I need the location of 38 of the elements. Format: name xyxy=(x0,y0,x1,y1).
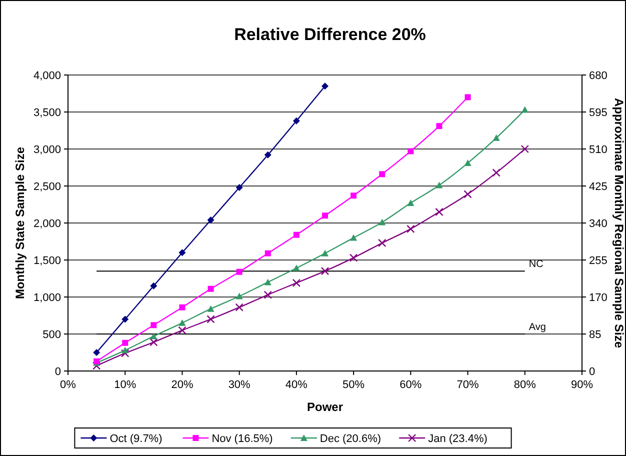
x-tick-label: 0% xyxy=(60,379,76,391)
y2-tick-label: 510 xyxy=(589,144,608,156)
legend-label: Dec (20.6%) xyxy=(320,433,382,445)
y-tick-label: 1,000 xyxy=(33,292,61,304)
y-tick-label: 0 xyxy=(54,366,61,378)
y-tick-label: 1,500 xyxy=(33,255,61,267)
y-tick-label: 500 xyxy=(42,329,61,341)
y2-tick-label: 340 xyxy=(589,218,608,230)
x-tick-label: 40% xyxy=(285,379,308,391)
y-tick-label: 3,000 xyxy=(33,144,61,156)
y2-tick-label: 0 xyxy=(589,366,596,378)
y2-tick-label: 255 xyxy=(589,255,608,267)
y2-tick-label: 170 xyxy=(589,292,608,304)
chart-title: Relative Difference 20% xyxy=(234,25,426,44)
y-tick-label: 4,000 xyxy=(33,70,61,82)
y-tick-label: 3,500 xyxy=(33,107,61,119)
y2-tick-label: 425 xyxy=(589,181,608,193)
legend-label: Jan (23.4%) xyxy=(428,433,488,445)
x-tick-label: 20% xyxy=(171,379,194,391)
y2-axis-title: Approximate Monthly Regional Sample Size xyxy=(612,98,626,348)
y2-tick-label: 595 xyxy=(589,107,608,119)
x-tick-label: 60% xyxy=(400,379,422,391)
x-tick-label: 50% xyxy=(342,379,365,391)
ref-line-label: Avg xyxy=(528,322,546,333)
x-tick-label: 70% xyxy=(456,379,479,391)
legend-label: Nov (16.5%) xyxy=(212,433,273,445)
y-tick-label: 2,500 xyxy=(33,181,61,193)
x-tick-label: 30% xyxy=(228,379,251,391)
ref-line-label: NC xyxy=(528,259,544,270)
x-tick-label: 80% xyxy=(514,379,536,391)
y2-tick-label: 85 xyxy=(589,329,602,341)
x-tick-label: 10% xyxy=(114,379,136,391)
legend-label: Oct (9.7%) xyxy=(110,433,162,445)
x-axis-title: Power xyxy=(306,400,344,414)
y-axis-title: Monthly State Sample Size xyxy=(13,146,27,300)
y2-tick-label: 680 xyxy=(589,70,608,82)
y-tick-label: 2,000 xyxy=(33,218,61,230)
x-tick-label: 90% xyxy=(570,379,594,391)
